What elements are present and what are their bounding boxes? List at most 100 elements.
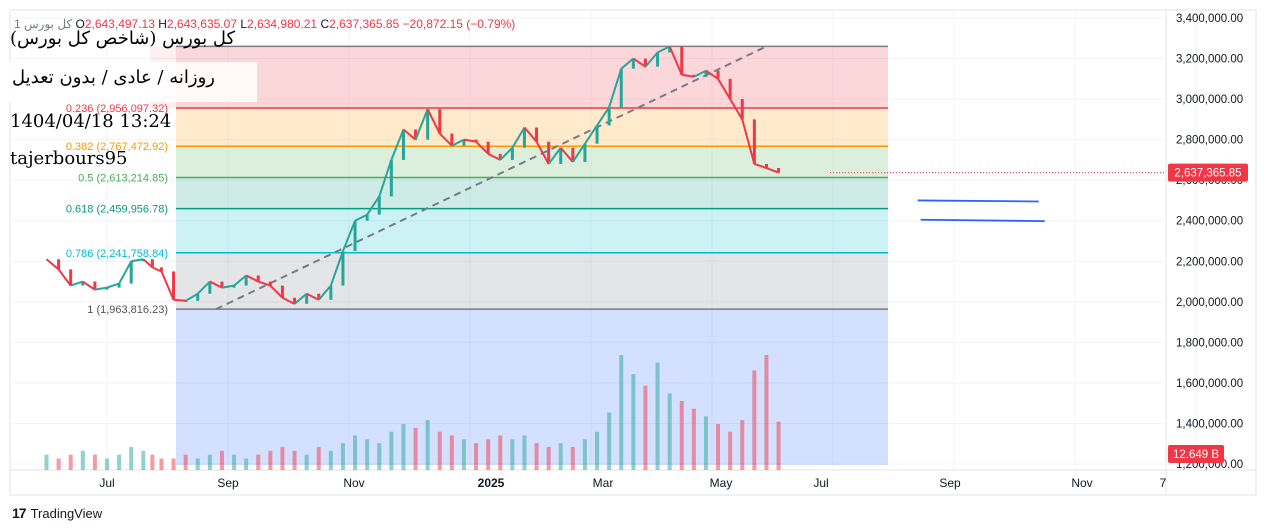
price-candle	[129, 261, 133, 284]
price-candle	[93, 281, 97, 290]
volume-bar	[595, 431, 600, 470]
price-segment	[151, 266, 162, 273]
price-segment	[414, 108, 429, 141]
price-candle	[619, 68, 623, 108]
volume-bar	[256, 454, 261, 470]
price-segment	[245, 274, 259, 283]
price-candle	[256, 275, 260, 282]
volume-bar	[643, 385, 648, 470]
price-candle	[150, 259, 154, 268]
price-candle	[607, 107, 611, 126]
price-segment	[342, 220, 356, 252]
volume-bar	[764, 355, 769, 470]
tradingview-logo-icon: 17	[12, 505, 27, 521]
last-price-badge	[1168, 163, 1248, 182]
fib-label-0.5: 0.5 (2,613,214.85)	[78, 173, 168, 185]
low-value: 2,634,980.21	[247, 17, 318, 31]
price-segment	[535, 141, 550, 165]
volume-bar	[56, 458, 61, 470]
volume-bar	[558, 443, 563, 470]
volume-bar	[389, 431, 394, 470]
price-segment	[754, 163, 767, 169]
volume-bar	[534, 443, 539, 470]
price-candle	[117, 283, 121, 288]
y-tick-label: 2,400,000.00	[1176, 216, 1243, 228]
fib-zone-1.618	[176, 309, 888, 466]
price-segment	[523, 126, 538, 143]
volume-bar	[667, 393, 672, 470]
price-segment	[705, 69, 719, 80]
price-candle	[777, 168, 781, 173]
fib-zone-0.786	[176, 208, 888, 253]
volume-badge	[1168, 445, 1224, 463]
price-candle	[57, 259, 61, 270]
volume-bar	[631, 374, 636, 470]
price-segment	[45, 258, 60, 271]
price-candle	[353, 220, 357, 252]
price-segment	[269, 284, 284, 299]
price-segment	[572, 143, 586, 163]
price-candle	[643, 58, 647, 67]
price-segment	[402, 128, 417, 141]
price-segment	[354, 213, 368, 222]
volume-bar	[716, 424, 721, 470]
price-candle	[105, 287, 109, 290]
volume-bar	[232, 454, 237, 470]
volume-bar	[461, 439, 466, 470]
price-segment	[475, 140, 489, 155]
price-segment	[118, 260, 133, 285]
volume-bar	[92, 454, 97, 470]
chart-author: tajerbours95	[10, 148, 128, 169]
volume-bar	[655, 362, 660, 470]
price-segment	[233, 274, 247, 287]
price-candle	[740, 99, 744, 120]
chart-frame	[9, 9, 1257, 496]
x-tick-label: 7	[1160, 476, 1167, 490]
trend-line	[215, 45, 767, 311]
price-candle	[401, 129, 405, 160]
price-segment	[82, 280, 96, 291]
price-candle	[486, 141, 490, 154]
price-segment	[317, 284, 332, 301]
volume-bar	[546, 447, 551, 470]
volume-bar	[437, 431, 442, 470]
y-tick-label: 1,800,000.00	[1176, 337, 1243, 349]
chart-datetime: 1404/04/18 13:24	[10, 111, 172, 132]
price-segment	[657, 45, 671, 54]
chart-title: کل بورس (شاخص کل بورس)	[10, 28, 236, 49]
volume-bar	[752, 370, 757, 470]
price-candle	[159, 267, 163, 272]
volume-bar	[401, 424, 406, 470]
price-segment	[131, 258, 144, 263]
x-tick-label: Mar	[593, 476, 614, 490]
high-label: H	[158, 17, 167, 31]
price-candle	[341, 251, 345, 286]
price-candle	[631, 58, 635, 69]
price-segment	[70, 280, 84, 287]
price-candle	[293, 297, 297, 304]
volume-bar	[316, 447, 321, 470]
volume-bar	[328, 450, 333, 470]
fib-zone-0.5	[176, 146, 888, 178]
price-candle	[244, 275, 248, 286]
price-candle	[559, 147, 563, 164]
price-segment	[390, 129, 405, 161]
user-line-1	[917, 199, 1039, 203]
price-candle	[438, 109, 442, 134]
price-candle	[450, 133, 454, 146]
price-candle	[728, 78, 732, 100]
price-segment	[329, 250, 344, 286]
price-candle	[535, 127, 539, 142]
volume-bar	[474, 443, 479, 470]
volume-bar	[141, 450, 146, 470]
price-candle	[220, 281, 224, 288]
volume-bar	[183, 454, 188, 470]
price-segment	[106, 282, 120, 289]
user-line-2	[920, 218, 1045, 223]
volume-bar	[280, 447, 285, 470]
tradingview-brand[interactable]: 17 TradingView	[12, 505, 102, 521]
volume-label: 12.649 B	[1173, 449, 1219, 461]
y-tick-label: 2,200,000.00	[1176, 256, 1243, 268]
price-segment	[620, 57, 634, 70]
